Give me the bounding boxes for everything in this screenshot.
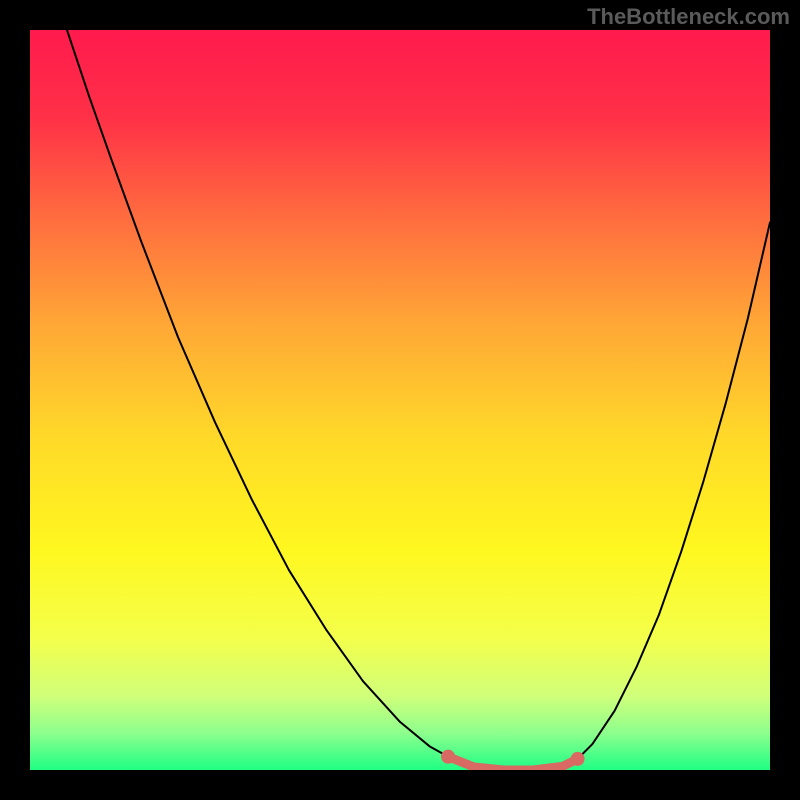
watermark-text: TheBottleneck.com (587, 4, 790, 30)
plot-area (30, 30, 770, 770)
chart-svg (30, 30, 770, 770)
highlight-marker-start (441, 750, 455, 764)
gradient-background (30, 30, 770, 770)
chart-container: TheBottleneck.com (0, 0, 800, 800)
highlight-marker-end (571, 752, 585, 766)
